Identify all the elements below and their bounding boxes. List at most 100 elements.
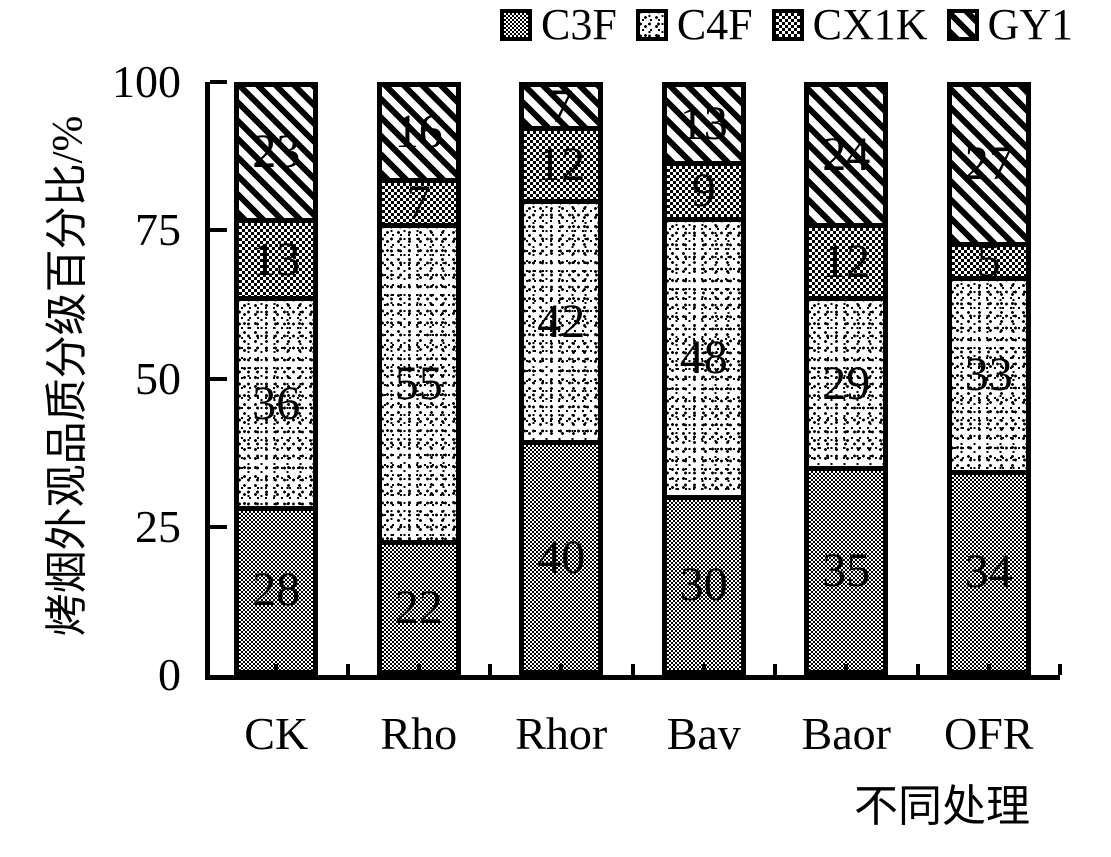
bar-segment-c3f: 34 (951, 469, 1026, 670)
legend-item-cx1k: CX1K (771, 0, 928, 49)
x-tick-label-baor: Baor (801, 708, 891, 759)
segment-value-label: 27 (964, 137, 1013, 191)
segment-value-label: 22 (394, 580, 443, 634)
stacked-bar-baor: 35 29 12 24 (804, 82, 889, 675)
segment-value-label: 40 (537, 530, 586, 584)
plot-area: 不同处理 0 25 50 75 100 28 36 13 23 CK 22 55 7 16 Rho 40 42 1… (112, 59, 1062, 829)
bar-segment-c4f: 48 (666, 216, 741, 495)
legend-label: CX1K (812, 0, 928, 49)
stacked-bar-ofr: 34 33 5 27 (946, 82, 1031, 675)
y-axis-line (205, 82, 210, 680)
bar-segment-c4f: 36 (239, 296, 314, 506)
legend-swatch-c4f-icon (635, 9, 668, 41)
stacked-bar-bav: 30 48 9 13 (661, 81, 746, 675)
x-axis-tick (1058, 664, 1062, 675)
y-axis-tick (210, 524, 227, 529)
legend-item-c4f: C4F (635, 0, 753, 49)
bar-segment-gy1: 24 (809, 82, 884, 224)
x-axis-title: 不同处理 (854, 782, 1030, 831)
segment-value-label: 23 (252, 125, 301, 179)
legend-item-c3f: C3F (500, 3, 617, 47)
x-axis-tick (844, 664, 849, 675)
segment-value-label: 33 (964, 348, 1013, 402)
segment-value-label: 12 (537, 138, 586, 192)
x-axis-tick (274, 664, 279, 675)
y-tick-label: 25 (135, 500, 181, 552)
y-tick-label: 50 (135, 352, 181, 404)
segment-value-label: 5 (976, 234, 1001, 288)
x-axis-tick (416, 664, 421, 675)
stacked-bar-rho: 22 55 7 16 (376, 82, 461, 675)
segment-value-label: 29 (822, 356, 871, 410)
bar-segment-gy1: 16 (381, 82, 456, 178)
bar-segment-gy1: 13 (666, 81, 741, 161)
segment-value-label: 55 (394, 356, 443, 410)
legend-swatch-gy1-icon (946, 9, 979, 41)
x-axis-tick (773, 664, 777, 675)
bar-segment-c4f: 29 (809, 296, 884, 467)
stacked-bar-rhor: 40 42 12 7 (519, 82, 604, 675)
segment-value-label: 28 (252, 563, 301, 617)
segment-value-label: 7 (549, 79, 574, 133)
legend: C3F C4F CX1K GY1 (500, 3, 1073, 47)
legend-label: C3F (541, 0, 617, 49)
segment-value-label: 24 (822, 128, 871, 182)
bar-segment-c3f: 40 (524, 440, 599, 670)
segment-value-label: 7 (406, 175, 431, 229)
bar-segment-gy1: 7 (524, 82, 599, 130)
segment-value-label: 30 (679, 557, 728, 611)
y-axis-tick (210, 80, 227, 84)
segment-value-label: 35 (822, 543, 871, 597)
x-axis-tick (630, 664, 635, 675)
bar-segment-c3f: 22 (381, 540, 456, 670)
x-axis-line (205, 675, 1060, 680)
x-axis-tick (986, 664, 991, 675)
x-tick-label-rhor: Rhor (515, 708, 608, 759)
x-axis-tick (915, 664, 920, 675)
segment-value-label: 42 (537, 294, 586, 348)
stacked-bar-ck: 28 36 13 23 (234, 81, 319, 675)
x-axis-tick (701, 664, 706, 675)
x-tick-label-ck: CK (244, 708, 309, 759)
x-axis-tick (488, 664, 492, 675)
y-tick-label: 75 (135, 204, 181, 256)
x-axis-tick (345, 664, 350, 675)
bar-segment-c4f: 33 (951, 275, 1026, 470)
bar-segment-cx1k: 12 (524, 126, 599, 199)
segment-value-label: 34 (964, 545, 1013, 599)
y-tick-label: 0 (158, 649, 181, 700)
x-tick-label-bav: Bav (666, 708, 741, 759)
legend-label: GY1 (987, 0, 1074, 49)
bar-segment-cx1k: 12 (809, 223, 884, 297)
bar-segment-cx1k: 13 (239, 217, 314, 297)
bar-segment-c3f: 28 (239, 505, 314, 670)
x-axis-tick (559, 664, 564, 675)
bar-segment-gy1: 27 (951, 82, 1026, 242)
x-tick-label-rho: Rho (380, 708, 458, 759)
bar-segment-c4f: 55 (381, 222, 456, 541)
legend-swatch-c3f-icon (500, 9, 532, 41)
segment-value-label: 16 (394, 105, 443, 159)
y-axis-tick (210, 376, 227, 381)
legend-label: C4F (676, 0, 753, 49)
bar-segment-c3f: 35 (809, 466, 884, 670)
segment-value-label: 12 (822, 235, 871, 289)
segment-value-label: 9 (691, 164, 716, 218)
y-axis-title: 烤烟外观品质分级百分比/% (44, 115, 92, 637)
bar-segment-c4f: 42 (524, 198, 599, 441)
bar-segment-cx1k: 5 (951, 237, 1026, 285)
bar-segment-gy1: 23 (239, 81, 314, 218)
segment-value-label: 13 (679, 96, 728, 150)
bar-segment-cx1k: 7 (381, 177, 456, 226)
y-axis-tick (210, 228, 227, 233)
bar-segment-c3f: 30 (666, 494, 741, 670)
segment-value-label: 48 (679, 331, 728, 385)
legend-swatch-cx1k-icon (771, 9, 804, 41)
legend-item-gy1: GY1 (946, 0, 1074, 49)
bar-segment-cx1k: 9 (666, 160, 741, 218)
x-tick-label-ofr: OFR (944, 708, 1034, 759)
segment-value-label: 13 (252, 232, 301, 286)
y-tick-label: 100 (112, 56, 181, 107)
segment-value-label: 36 (252, 376, 301, 430)
